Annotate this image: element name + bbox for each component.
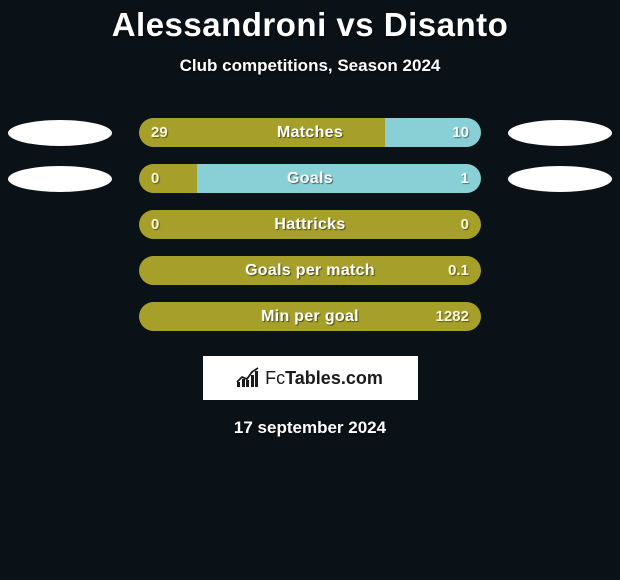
- stat-bar: 1282Min per goal: [139, 302, 481, 331]
- stat-bar: 2910Matches: [139, 118, 481, 147]
- player-right-marker: [508, 166, 612, 192]
- fctables-logo[interactable]: FcTables.com: [203, 356, 418, 400]
- stat-bar: 0.1Goals per match: [139, 256, 481, 285]
- player-left-marker: [8, 120, 112, 146]
- logo-text: FcTables.com: [265, 368, 383, 389]
- stat-row: 00Hattricks: [0, 210, 620, 239]
- stat-left-value: [139, 302, 436, 331]
- player-right-marker: [508, 120, 612, 146]
- player-left-marker: [8, 166, 112, 192]
- stat-right-value: 10: [385, 118, 481, 147]
- stat-row: 1282Min per goal: [0, 302, 620, 331]
- stat-left-value: [139, 256, 448, 285]
- stat-left-value: 0: [139, 164, 197, 193]
- stat-row: 01Goals: [0, 164, 620, 193]
- comparison-widget: Alessandroni vs Disanto Club competition…: [0, 0, 620, 580]
- stat-bars-container: 2910Matches 01Goals 00Hattricks 0.1Goals pe…: [0, 118, 620, 331]
- bar-chart-icon: [237, 369, 259, 387]
- stat-left-value: 29: [139, 118, 385, 147]
- page-subtitle: Club competitions, Season 2024: [0, 56, 620, 76]
- date-text: 17 september 2024: [0, 418, 620, 438]
- logo-text-bold: Tables.com: [285, 368, 383, 388]
- stat-bar: 00Hattricks: [139, 210, 481, 239]
- stat-row: 0.1Goals per match: [0, 256, 620, 285]
- stat-right-value: 0: [461, 210, 481, 239]
- logo-text-light: Fc: [265, 368, 285, 388]
- page-title: Alessandroni vs Disanto: [0, 0, 620, 44]
- stat-right-value: 0.1: [448, 256, 481, 285]
- stat-left-value: 0: [139, 210, 461, 239]
- stat-right-value: 1282: [436, 302, 481, 331]
- stat-bar: 01Goals: [139, 164, 481, 193]
- stat-row: 2910Matches: [0, 118, 620, 147]
- stat-right-value: 1: [197, 164, 481, 193]
